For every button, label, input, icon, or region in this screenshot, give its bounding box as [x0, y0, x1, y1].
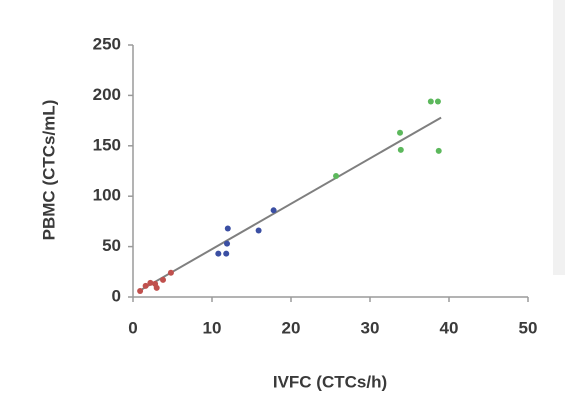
y-tick-label: 150 [93, 135, 121, 154]
point [270, 207, 277, 214]
x-tick-label: 10 [203, 318, 222, 337]
point [142, 282, 149, 289]
point [137, 287, 144, 294]
x-tick-label: 30 [361, 318, 380, 337]
point [160, 276, 167, 283]
x-tick-label: 20 [282, 318, 301, 337]
point [167, 269, 174, 276]
point [397, 146, 404, 153]
x-tick-label: 0 [128, 318, 137, 337]
point [224, 240, 231, 247]
y-tick-label: 250 [93, 34, 121, 53]
point [333, 173, 340, 180]
y-tick-label: 200 [93, 85, 121, 104]
x-tick-label: 50 [519, 318, 538, 337]
point [435, 147, 442, 154]
point [434, 98, 441, 105]
trendline [140, 116, 442, 291]
side-panel [553, 0, 565, 275]
x-tick-label: 40 [440, 318, 459, 337]
y-axis-label: PBMC (CTCs/mL) [39, 100, 58, 241]
y-tick-label: 50 [102, 236, 121, 255]
point [147, 279, 154, 286]
x-axis-label: IVFC (CTCs/h) [273, 372, 387, 391]
point [427, 98, 434, 105]
point [397, 129, 404, 136]
point [215, 250, 222, 257]
y-tick-label: 0 [112, 286, 121, 305]
point [224, 225, 231, 232]
point [153, 284, 160, 291]
point [255, 227, 262, 234]
y-tick-label: 100 [93, 186, 121, 205]
point [223, 250, 230, 257]
